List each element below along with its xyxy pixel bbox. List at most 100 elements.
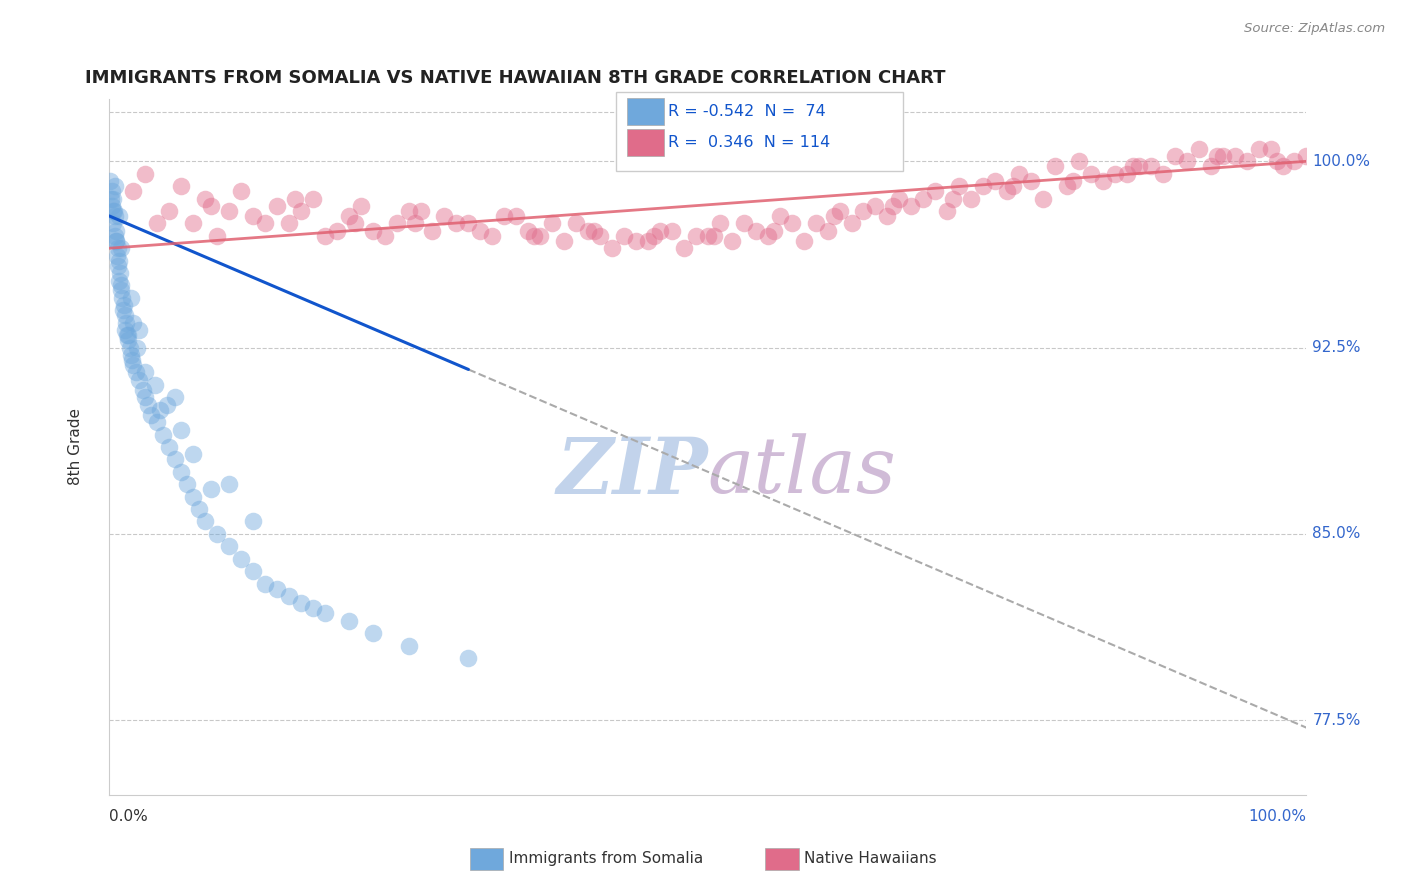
Text: 77.5%: 77.5% bbox=[1312, 713, 1361, 728]
Point bbox=[817, 224, 839, 238]
Point bbox=[229, 551, 252, 566]
Point bbox=[105, 249, 128, 263]
Point bbox=[769, 209, 792, 223]
Point bbox=[128, 323, 150, 337]
Point bbox=[122, 316, 145, 330]
Point bbox=[124, 366, 146, 380]
Point bbox=[924, 184, 946, 198]
Point bbox=[146, 216, 169, 230]
Point bbox=[156, 398, 179, 412]
Text: Source: ZipAtlas.com: Source: ZipAtlas.com bbox=[1244, 22, 1385, 36]
Point bbox=[1019, 174, 1042, 188]
Point bbox=[290, 597, 312, 611]
Point bbox=[936, 204, 959, 219]
Point bbox=[115, 316, 138, 330]
Point bbox=[218, 539, 240, 553]
Point bbox=[494, 209, 516, 223]
Point bbox=[314, 228, 336, 243]
Point bbox=[107, 241, 129, 255]
Point bbox=[1236, 154, 1258, 169]
Point bbox=[104, 209, 127, 223]
Point bbox=[103, 204, 125, 219]
Point bbox=[529, 228, 551, 243]
Point bbox=[134, 366, 156, 380]
Point bbox=[290, 204, 312, 219]
Point bbox=[852, 204, 875, 219]
Point bbox=[325, 224, 347, 238]
Point bbox=[253, 576, 276, 591]
Point bbox=[350, 199, 373, 213]
Point bbox=[696, 228, 718, 243]
Point bbox=[1223, 149, 1246, 163]
Text: 8th Grade: 8th Grade bbox=[69, 409, 83, 485]
Point bbox=[1295, 149, 1317, 163]
Point bbox=[433, 209, 456, 223]
Point bbox=[110, 284, 132, 298]
Point bbox=[1104, 167, 1126, 181]
Text: 0.0%: 0.0% bbox=[110, 809, 148, 823]
Point bbox=[343, 216, 366, 230]
Point bbox=[125, 341, 148, 355]
Point bbox=[165, 452, 187, 467]
Point bbox=[505, 209, 527, 223]
Point bbox=[1247, 142, 1270, 156]
Point bbox=[188, 502, 211, 516]
Point bbox=[143, 377, 166, 392]
Point bbox=[793, 234, 815, 248]
Point bbox=[517, 224, 540, 238]
Point bbox=[1091, 174, 1114, 188]
Point bbox=[361, 626, 384, 640]
Point bbox=[136, 398, 159, 412]
Point bbox=[942, 192, 965, 206]
Point bbox=[889, 192, 911, 206]
Point bbox=[200, 199, 222, 213]
Point bbox=[104, 234, 127, 248]
Point bbox=[170, 423, 193, 437]
Point bbox=[912, 192, 935, 206]
Point bbox=[948, 179, 970, 194]
Point bbox=[200, 482, 222, 496]
Point bbox=[1265, 154, 1288, 169]
Point bbox=[118, 341, 141, 355]
Point bbox=[972, 179, 994, 194]
Point bbox=[876, 209, 898, 223]
Point bbox=[101, 199, 124, 213]
Point bbox=[995, 184, 1018, 198]
Point bbox=[1115, 167, 1137, 181]
Text: 100.0%: 100.0% bbox=[1312, 153, 1371, 169]
Point bbox=[218, 477, 240, 491]
Point bbox=[374, 228, 396, 243]
Point bbox=[576, 224, 599, 238]
Point bbox=[114, 323, 136, 337]
Point bbox=[1205, 149, 1227, 163]
Point bbox=[117, 333, 139, 347]
Point bbox=[205, 527, 228, 541]
Point bbox=[565, 216, 588, 230]
Point bbox=[1008, 167, 1031, 181]
Point bbox=[108, 273, 131, 287]
Point bbox=[648, 224, 671, 238]
Point bbox=[762, 224, 785, 238]
Text: 85.0%: 85.0% bbox=[1312, 526, 1361, 541]
Point bbox=[100, 192, 122, 206]
Point bbox=[132, 383, 155, 397]
Point bbox=[470, 224, 492, 238]
Point bbox=[101, 192, 124, 206]
Point bbox=[1152, 167, 1174, 181]
Point bbox=[1188, 142, 1211, 156]
Point bbox=[277, 589, 299, 603]
Point bbox=[481, 228, 503, 243]
Point bbox=[337, 614, 360, 628]
Point bbox=[134, 167, 156, 181]
Point bbox=[1056, 179, 1078, 194]
Point bbox=[194, 192, 217, 206]
Point bbox=[709, 216, 731, 230]
Text: Immigrants from Somalia: Immigrants from Somalia bbox=[509, 852, 703, 866]
Point bbox=[409, 204, 432, 219]
Point bbox=[422, 224, 444, 238]
Text: R =  0.346  N = 114: R = 0.346 N = 114 bbox=[668, 136, 830, 150]
Point bbox=[745, 224, 768, 238]
Point bbox=[105, 234, 128, 248]
Point bbox=[181, 447, 204, 461]
Text: IMMIGRANTS FROM SOMALIA VS NATIVE HAWAIIAN 8TH GRADE CORRELATION CHART: IMMIGRANTS FROM SOMALIA VS NATIVE HAWAII… bbox=[86, 69, 946, 87]
